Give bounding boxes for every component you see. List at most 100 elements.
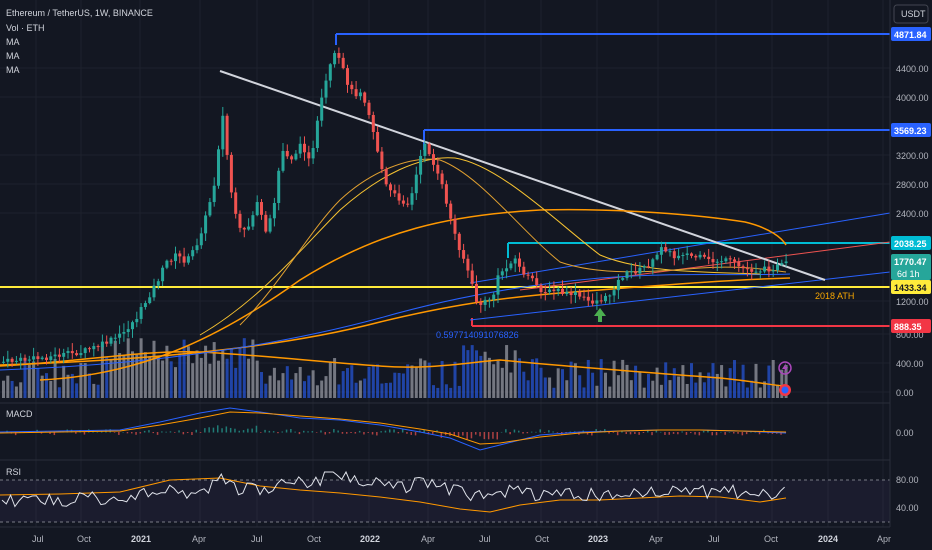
macd-histogram-bar [711, 432, 713, 436]
macd-histogram-bar [337, 430, 339, 433]
volume-bar [745, 387, 749, 398]
volume-bar [651, 380, 655, 398]
time-label: Apr [877, 534, 891, 544]
macd-histogram-bar [83, 432, 86, 435]
volume-bar [672, 368, 676, 398]
volume-bar [380, 383, 384, 398]
candle-body [178, 253, 182, 257]
volume-bar [212, 342, 216, 398]
volume-bar [548, 377, 552, 398]
macd-histogram-bar [552, 431, 554, 433]
volume-bars [0, 338, 788, 398]
candle-body [565, 291, 569, 294]
candle-body [535, 278, 539, 286]
macd-histogram-bar [234, 428, 236, 433]
candle-body [690, 253, 693, 256]
fib-label: 0.597714091076826 [436, 330, 519, 340]
macd-histogram-bar [208, 427, 210, 433]
macd-histogram-bar [457, 432, 460, 438]
volume-bar [234, 367, 238, 398]
volume-bar [483, 351, 487, 398]
macd-histogram-bar [14, 432, 17, 436]
volume-bar [169, 361, 173, 398]
price-tag-current-text: 1770.47 [894, 257, 927, 267]
symbol-title: Ethereum / TetherUS, 1W, BINANCE [6, 8, 153, 18]
macd-histogram-bar [384, 430, 387, 433]
candle-body [702, 254, 706, 257]
volume-ma-line [0, 351, 787, 387]
volume-bar [647, 374, 650, 398]
candle-body [75, 353, 79, 356]
macd-histogram-bar [212, 427, 215, 433]
volume-bar [148, 356, 152, 398]
volume-bar [526, 380, 530, 398]
volume-bar [410, 365, 414, 398]
currency-button[interactable] [893, 4, 929, 24]
channel-red-line [519, 241, 891, 291]
volume-bar [707, 372, 711, 398]
macd-histogram-bar [513, 429, 516, 433]
macd-histogram-bar [182, 432, 185, 435]
candle-body [324, 80, 328, 98]
macd-histogram-bar [608, 432, 610, 434]
candle-body [19, 357, 23, 361]
macd-histogram-bar [264, 429, 266, 433]
candle-body [733, 259, 736, 262]
macd-histogram-bar [139, 432, 142, 434]
macd-histogram-bar [741, 432, 744, 436]
volume-bar [217, 360, 220, 398]
lightning-glyph [782, 363, 788, 373]
macd-histogram-bar [724, 432, 726, 435]
volume-bar [728, 368, 732, 398]
macd-histogram-bar [333, 429, 335, 433]
volume-bar [453, 361, 457, 398]
candle-body [625, 271, 629, 279]
macd-histogram-bar [49, 432, 51, 434]
candle-body [754, 271, 758, 273]
volume-bar [470, 345, 474, 398]
volume-bar [659, 384, 663, 398]
macd-histogram-bar [268, 430, 271, 433]
volume-bar [337, 384, 341, 398]
time-label: 2022 [360, 534, 380, 544]
macd-histogram-bar [638, 432, 640, 435]
candle-body [569, 291, 573, 296]
candle-body [513, 258, 517, 264]
macd-histogram-bar [178, 430, 180, 433]
macd-histogram-bar [122, 431, 124, 433]
macd-histogram-bar [539, 429, 541, 433]
candle-body [131, 322, 134, 330]
macd-histogram-bar [492, 432, 494, 439]
time-axis[interactable]: Jul Oct 2021 Apr Jul Oct 2022 Apr Jul Oc… [32, 534, 891, 544]
macd-histogram-bar [595, 429, 597, 433]
candle-body [647, 266, 650, 268]
candle-body [79, 353, 83, 356]
channel-upper-line [469, 212, 891, 284]
volume-bar [36, 368, 40, 398]
candle-body [255, 202, 259, 216]
volume-bar [389, 382, 392, 398]
volume-bar [513, 350, 517, 398]
macd-histogram-bar [745, 432, 748, 435]
candle-body [616, 279, 620, 291]
candle-body [195, 245, 199, 251]
candle-body [49, 356, 53, 360]
volume-bar [522, 371, 526, 398]
candle-body [776, 264, 779, 271]
candle-body [247, 226, 251, 230]
macd-histogram-bar [165, 431, 167, 433]
volume-bar [10, 380, 14, 398]
volume-bar [711, 363, 715, 398]
macd-histogram-bar [470, 432, 473, 439]
macd-histogram-bar [720, 431, 722, 433]
candle-body [122, 332, 126, 334]
macd-legend: MACD [6, 409, 33, 419]
candle-body [677, 255, 681, 259]
macd-histogram-bar [186, 432, 189, 434]
price-label: 2400.00 [896, 209, 929, 219]
volume-bar [414, 366, 418, 398]
candle-body [53, 354, 57, 357]
candle-body [2, 361, 5, 363]
volume-bar [466, 350, 470, 398]
